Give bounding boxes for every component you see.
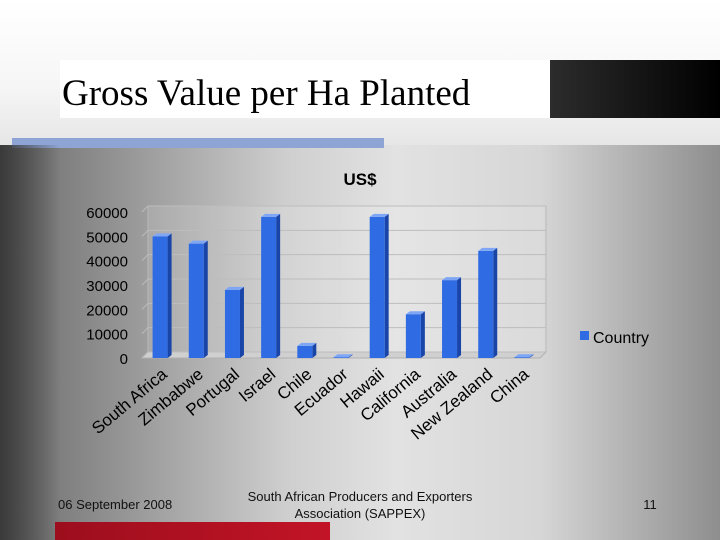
bar [297, 345, 313, 358]
gridline-depth [141, 254, 149, 262]
title-box [60, 60, 550, 118]
bar [478, 250, 494, 358]
bar [188, 243, 204, 358]
bar [261, 216, 277, 358]
bar-side [420, 311, 425, 358]
bar-top [188, 240, 208, 244]
bar [369, 216, 385, 358]
gridline-depth [141, 205, 149, 213]
bar-side [348, 354, 353, 358]
y-tick-label: 0 [120, 351, 128, 368]
bar-top [224, 286, 244, 290]
slide-title: Gross Value per Ha Planted [62, 73, 471, 114]
bar-side [457, 277, 462, 358]
bar-top [514, 354, 534, 358]
footer-org: South African Producers and Exporters As… [247, 489, 473, 521]
page-number: 11 [643, 497, 657, 512]
left-shade [0, 145, 60, 540]
bar-side [167, 233, 172, 358]
legend-label: Country [593, 330, 649, 347]
y-tick-label: 60000 [86, 205, 128, 222]
y-tick-label: 10000 [86, 327, 128, 344]
gridline-depth [141, 351, 149, 359]
y-tick-label: 50000 [86, 229, 128, 246]
bar [152, 236, 168, 358]
legend-swatch [580, 331, 589, 340]
y-tick-label: 20000 [86, 302, 128, 319]
bar-top [369, 213, 389, 217]
chart-title: US$ [343, 170, 377, 189]
gridline-depth [141, 278, 149, 286]
bar [442, 280, 458, 358]
y-tick-label: 40000 [86, 254, 128, 271]
title-strip [550, 60, 720, 118]
y-tick-label: 30000 [86, 278, 128, 295]
bar-top [261, 213, 281, 217]
bar-top [442, 277, 462, 281]
bar-top [405, 311, 425, 315]
bar-side [529, 354, 534, 358]
bar-top [297, 342, 317, 346]
bar [514, 357, 530, 358]
x-tick-label: Israel [235, 365, 279, 406]
gridline-depth [141, 302, 149, 310]
bar-top [152, 233, 172, 237]
bar-side [312, 342, 317, 358]
bar [405, 314, 421, 358]
bar-side [384, 213, 389, 358]
footer-bar [55, 522, 330, 540]
bar-side [276, 213, 281, 358]
bar [333, 357, 349, 358]
bar [224, 289, 240, 358]
bar-side [493, 247, 498, 358]
footer-date: 06 September 2008 [58, 497, 173, 512]
x-tick-label: China [486, 364, 533, 407]
accent-bar [12, 138, 384, 148]
bar-top [333, 354, 353, 358]
gridline-depth [141, 229, 149, 237]
bar-side [203, 240, 208, 358]
bar-top [478, 247, 498, 251]
gridline-depth [141, 327, 149, 335]
bar-side [239, 286, 244, 358]
